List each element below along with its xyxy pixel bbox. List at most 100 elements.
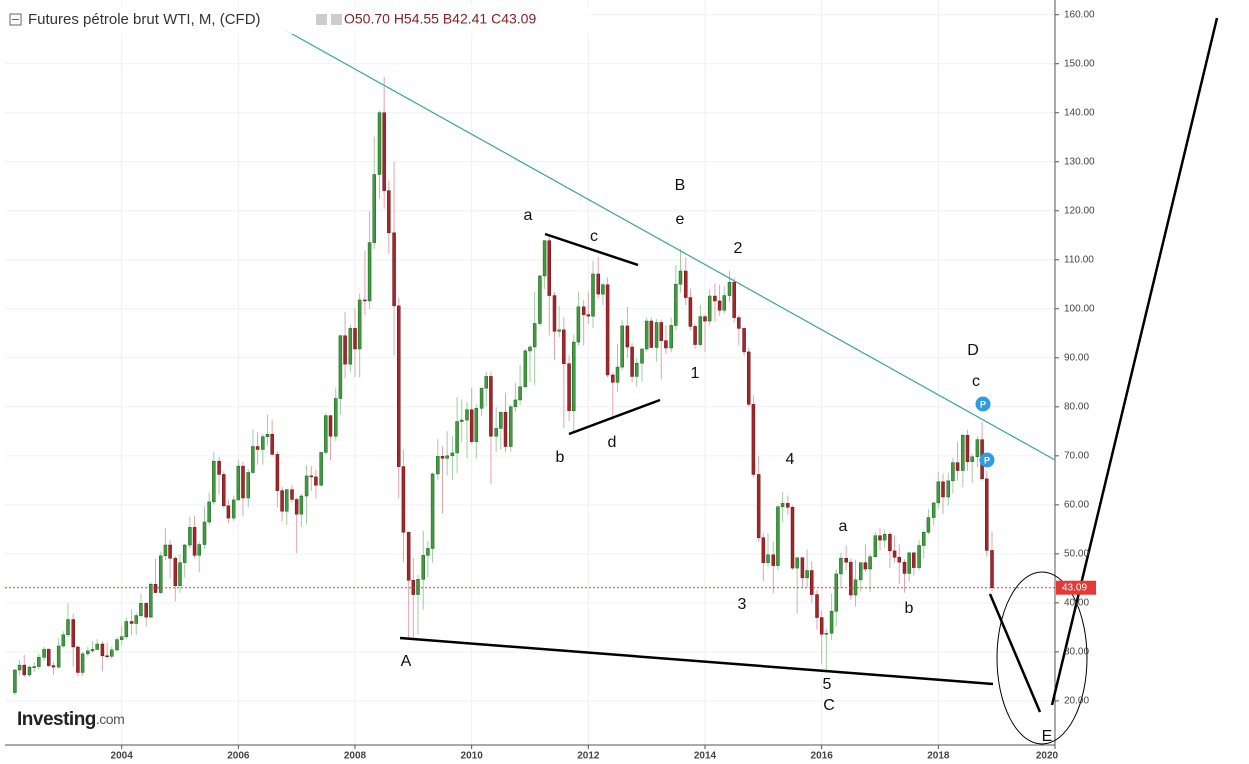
- candle-body: [562, 329, 566, 364]
- chart-title: Futures pétrole brut WTI, M, (CFD): [28, 11, 261, 28]
- candle-body: [134, 615, 138, 624]
- candle-body: [202, 521, 207, 545]
- candle-body: [834, 573, 838, 612]
- candle-body: [620, 325, 624, 368]
- candle-body: [343, 335, 347, 365]
- candle-body: [882, 533, 887, 541]
- candle-body: [474, 408, 479, 442]
- candle-body: [805, 570, 809, 579]
- annotation: b: [905, 600, 914, 617]
- target-ellipse: [996, 571, 1088, 745]
- candle-body: [144, 603, 148, 618]
- candle-body: [907, 552, 911, 574]
- candle-body: [824, 633, 829, 635]
- annotations: A B e a c 2 b d 1 4 3 5 C D c a b E P P: [401, 177, 1053, 745]
- candle-body: [635, 362, 639, 377]
- candle-body: [334, 398, 338, 437]
- p-marker-label: P: [980, 399, 986, 409]
- candle-body: [430, 473, 435, 549]
- candle-body: [261, 436, 265, 450]
- x-tick-label: 2010: [461, 751, 484, 762]
- candle-body: [129, 621, 134, 624]
- annotation: 3: [738, 596, 747, 613]
- wave-lines: [399, 17, 1219, 713]
- candle-body: [231, 499, 236, 519]
- candle-body: [484, 376, 488, 389]
- logo-suffix: .com: [96, 711, 124, 727]
- candle-body: [503, 411, 508, 447]
- candle-body: [523, 350, 528, 387]
- candle-body: [766, 554, 770, 563]
- header-bg: [0, 6, 590, 34]
- candle-body: [941, 481, 945, 498]
- candle-body: [207, 501, 211, 523]
- candle-body: [188, 527, 192, 546]
- last-price-box: [1056, 580, 1096, 595]
- y-tick-label: 110.00: [1064, 254, 1094, 265]
- y-tick-label: 140.00: [1064, 107, 1095, 118]
- candle-body: [119, 636, 124, 640]
- candle-body: [173, 558, 178, 586]
- candle-body: [649, 320, 654, 348]
- candle-body: [440, 456, 445, 459]
- candle-body: [640, 348, 644, 364]
- candle-body: [955, 462, 960, 471]
- x-tick-label: 2018: [927, 751, 950, 762]
- candle-body: [737, 317, 741, 329]
- candle-body: [951, 462, 955, 482]
- candle-body: [499, 411, 503, 429]
- candle-body: [17, 664, 22, 671]
- candle-body: [159, 555, 163, 593]
- p-marker-label: P: [984, 455, 990, 465]
- candle-body: [776, 506, 780, 566]
- collapse-icon[interactable]: [9, 13, 22, 26]
- candle-body: [153, 583, 158, 593]
- candle-body: [149, 583, 153, 618]
- candle-body: [922, 532, 926, 546]
- candle-body: [605, 284, 610, 376]
- wave-line: [399, 636, 994, 686]
- candle-body: [717, 300, 722, 311]
- candle-body: [222, 474, 226, 507]
- candle-body: [71, 619, 75, 648]
- y-tick-label: 160.00: [1064, 9, 1095, 20]
- candle-body: [212, 460, 216, 503]
- candle-body: [192, 527, 197, 556]
- candle-body: [868, 556, 872, 570]
- candle-body: [241, 465, 245, 499]
- settings-icon[interactable]: [331, 14, 342, 25]
- candle-body: [13, 669, 17, 693]
- candle-body: [990, 550, 994, 588]
- candle-body: [314, 476, 318, 486]
- candle-body: [246, 472, 250, 499]
- logo: Investing.com: [17, 709, 124, 730]
- annotation: B: [675, 177, 686, 194]
- annotation: a: [524, 207, 533, 224]
- candle-body: [265, 434, 270, 437]
- candle-body: [455, 421, 459, 454]
- candle-body: [601, 284, 605, 295]
- candle-body: [32, 666, 36, 668]
- candle-body: [27, 666, 32, 676]
- candle-body: [445, 455, 449, 459]
- candle-body: [669, 325, 673, 349]
- candle-body: [693, 326, 697, 345]
- eye-icon[interactable]: [316, 14, 327, 25]
- candle-body: [319, 452, 323, 486]
- p-marker[interactable]: [975, 396, 991, 412]
- candle-body: [51, 665, 56, 668]
- candle-body: [961, 434, 965, 471]
- candle-body: [139, 603, 143, 616]
- candle-body: [581, 306, 586, 315]
- candle-body: [489, 376, 493, 437]
- candle-body: [703, 316, 707, 322]
- candle-body: [576, 306, 581, 343]
- p-marker[interactable]: [979, 452, 995, 468]
- candle-body: [513, 399, 518, 408]
- candle-body: [625, 325, 630, 348]
- candle-body: [363, 299, 367, 302]
- candle-body: [878, 535, 882, 541]
- candle-body: [197, 544, 201, 556]
- candle-body: [707, 295, 712, 322]
- candle-body: [100, 643, 105, 657]
